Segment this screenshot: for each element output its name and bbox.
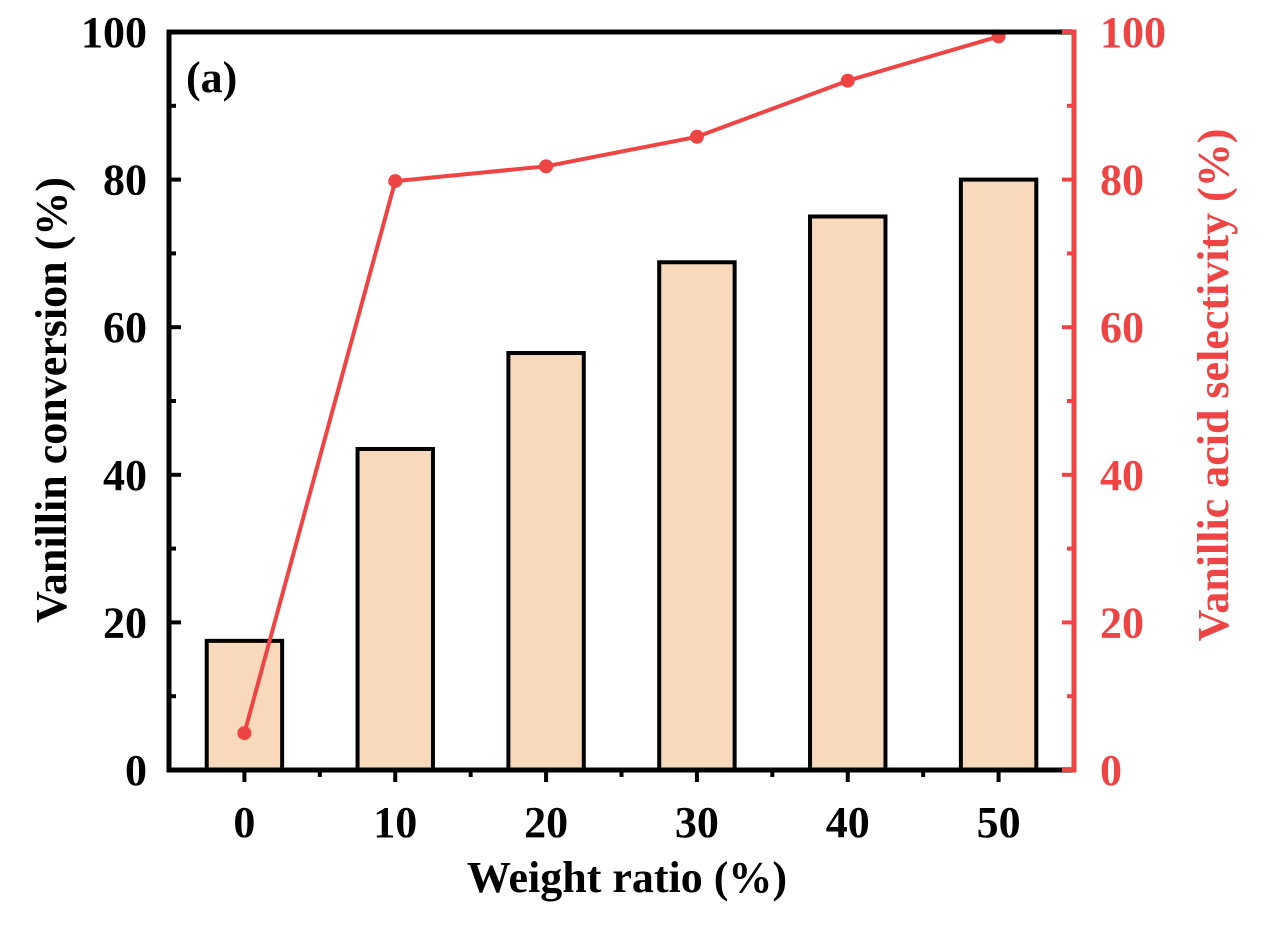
y-left-tick-label: 0	[125, 746, 147, 795]
selectivity-point-0	[237, 726, 252, 741]
y-left-tick-label: 80	[103, 156, 147, 205]
x-tick-label: 10	[373, 798, 417, 847]
panel-label: (a)	[186, 53, 237, 102]
y-right-tick-label: 40	[1100, 451, 1144, 500]
y-left-tick-label: 20	[103, 598, 147, 647]
y-right-tick-label: 100	[1100, 8, 1166, 57]
y-right-tick-label: 60	[1100, 303, 1144, 352]
y-left-tick-label: 40	[103, 451, 147, 500]
x-axis-title: Weight ratio (%)	[467, 853, 787, 902]
bar-50	[958, 177, 1039, 773]
bar-10	[355, 446, 435, 772]
y-right-tick-label: 20	[1100, 598, 1144, 647]
y-right-axis-title: Vanillic acid selectivity (%)	[1189, 129, 1238, 642]
x-tick-label: 20	[524, 798, 568, 847]
y-right-tick-label: 0	[1100, 746, 1122, 795]
selectivity-point-10	[388, 174, 403, 189]
x-tick-label: 50	[977, 798, 1021, 847]
y-left-tick-label: 100	[81, 8, 147, 57]
x-tick-label: 40	[826, 798, 870, 847]
bars-group	[204, 177, 1039, 773]
y-left-axis-title: Vanillin conversion (%)	[27, 177, 76, 623]
axes-group	[166, 29, 1077, 782]
selectivity-line-group	[237, 29, 1006, 741]
selectivity-point-40	[840, 73, 855, 88]
y-right-tick-label: 80	[1100, 156, 1144, 205]
bar-30	[657, 260, 737, 772]
y-left-tick-label: 60	[103, 303, 147, 352]
selectivity-line	[242, 34, 1000, 734]
bar-40	[808, 214, 888, 772]
selectivity-point-30	[689, 129, 704, 144]
bar-0	[204, 638, 285, 772]
labels-group: 0 20 40 60 80 100 0 20 40 60 80 100 0 10 20 30 40 50	[81, 8, 1166, 847]
x-tick-label: 0	[233, 798, 255, 847]
selectivity-point-20	[539, 159, 554, 174]
x-tick-label: 30	[675, 798, 719, 847]
bar-20	[506, 351, 586, 772]
